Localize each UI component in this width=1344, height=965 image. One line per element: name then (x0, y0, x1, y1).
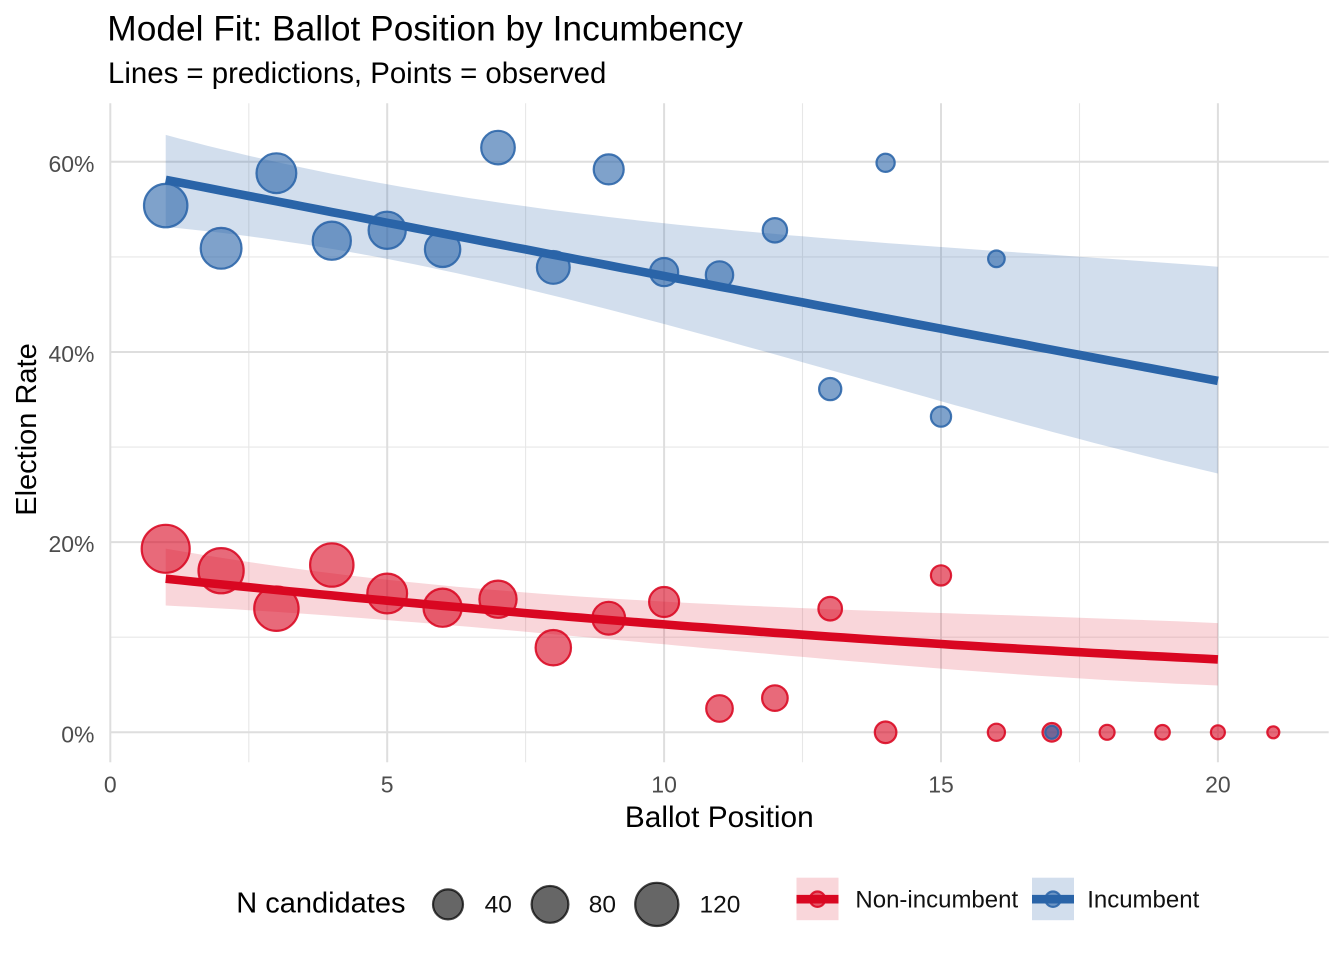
svg-text:60%: 60% (48, 151, 94, 177)
svg-text:120: 120 (700, 892, 741, 919)
svg-text:Election Rate: Election Rate (11, 343, 43, 516)
svg-text:Incumbent: Incumbent (1087, 886, 1199, 913)
svg-text:40: 40 (485, 892, 512, 919)
svg-text:15: 15 (928, 771, 954, 797)
svg-text:80: 80 (589, 892, 616, 919)
svg-text:20: 20 (1205, 771, 1231, 797)
svg-text:20%: 20% (48, 531, 94, 557)
svg-text:Lines = predictions, Points =: Lines = predictions, Points = observed (108, 57, 606, 90)
svg-text:5: 5 (381, 771, 394, 797)
svg-text:Non-incumbent: Non-incumbent (855, 886, 1018, 913)
svg-text:Ballot Position: Ballot Position (625, 801, 814, 834)
svg-text:10: 10 (651, 771, 677, 797)
svg-text:40%: 40% (48, 341, 94, 367)
svg-text:0: 0 (104, 771, 117, 797)
svg-text:0%: 0% (61, 721, 94, 747)
svg-text:Model Fit: Ballot Position by: Model Fit: Ballot Position by Incumbency (107, 9, 743, 48)
svg-text:N candidates: N candidates (236, 887, 405, 919)
